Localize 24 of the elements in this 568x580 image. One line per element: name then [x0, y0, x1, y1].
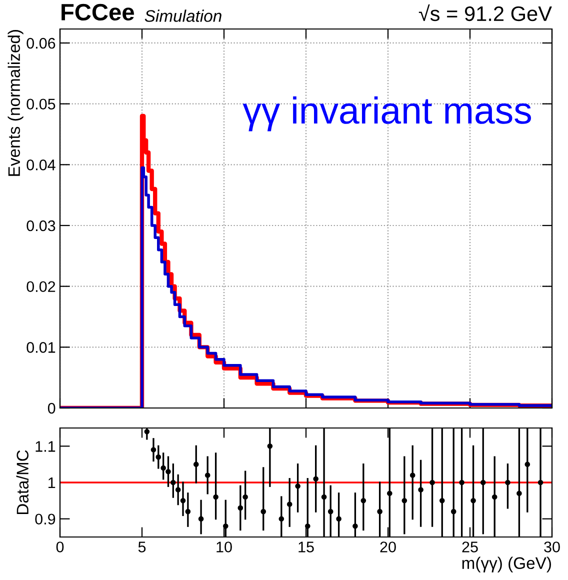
y-tick-label: 0.03: [26, 220, 56, 232]
y-tick-label: 1: [48, 478, 56, 488]
y-tick-label: 0.04: [26, 160, 56, 170]
x-tick-label: 20: [380, 542, 396, 552]
y-tick-label: 0.05: [26, 98, 56, 110]
y-tick-label: 0.01: [26, 342, 56, 353]
y-axis-title: Events (normalized): [8, 30, 24, 176]
x-tick-label: 15: [298, 542, 314, 552]
text: √s = 91.2 GeV: [418, 4, 552, 22]
y-tick-label: 0: [48, 402, 56, 414]
x-tick-label: 5: [138, 542, 146, 552]
chart-subtitle: Simulation: [144, 10, 222, 22]
x-tick-label: 0: [56, 542, 64, 552]
y-tick-label: 0.06: [26, 38, 56, 49]
x-tick-label: 30: [544, 542, 560, 552]
y-tick-label: 0.02: [26, 281, 56, 292]
x-tick-label: 10: [216, 542, 232, 552]
y-axis-title: Data/MC: [16, 450, 29, 514]
x-axis-title: m(γγ) (GeV): [462, 556, 551, 572]
y-tick-label: 1.1: [36, 441, 56, 452]
chart-title: FCCee: [62, 4, 134, 21]
x-tick-label: 25: [462, 542, 478, 552]
annotation: γγ invariant mass: [242, 96, 531, 132]
y-tick-label: 0.9: [35, 514, 56, 525]
